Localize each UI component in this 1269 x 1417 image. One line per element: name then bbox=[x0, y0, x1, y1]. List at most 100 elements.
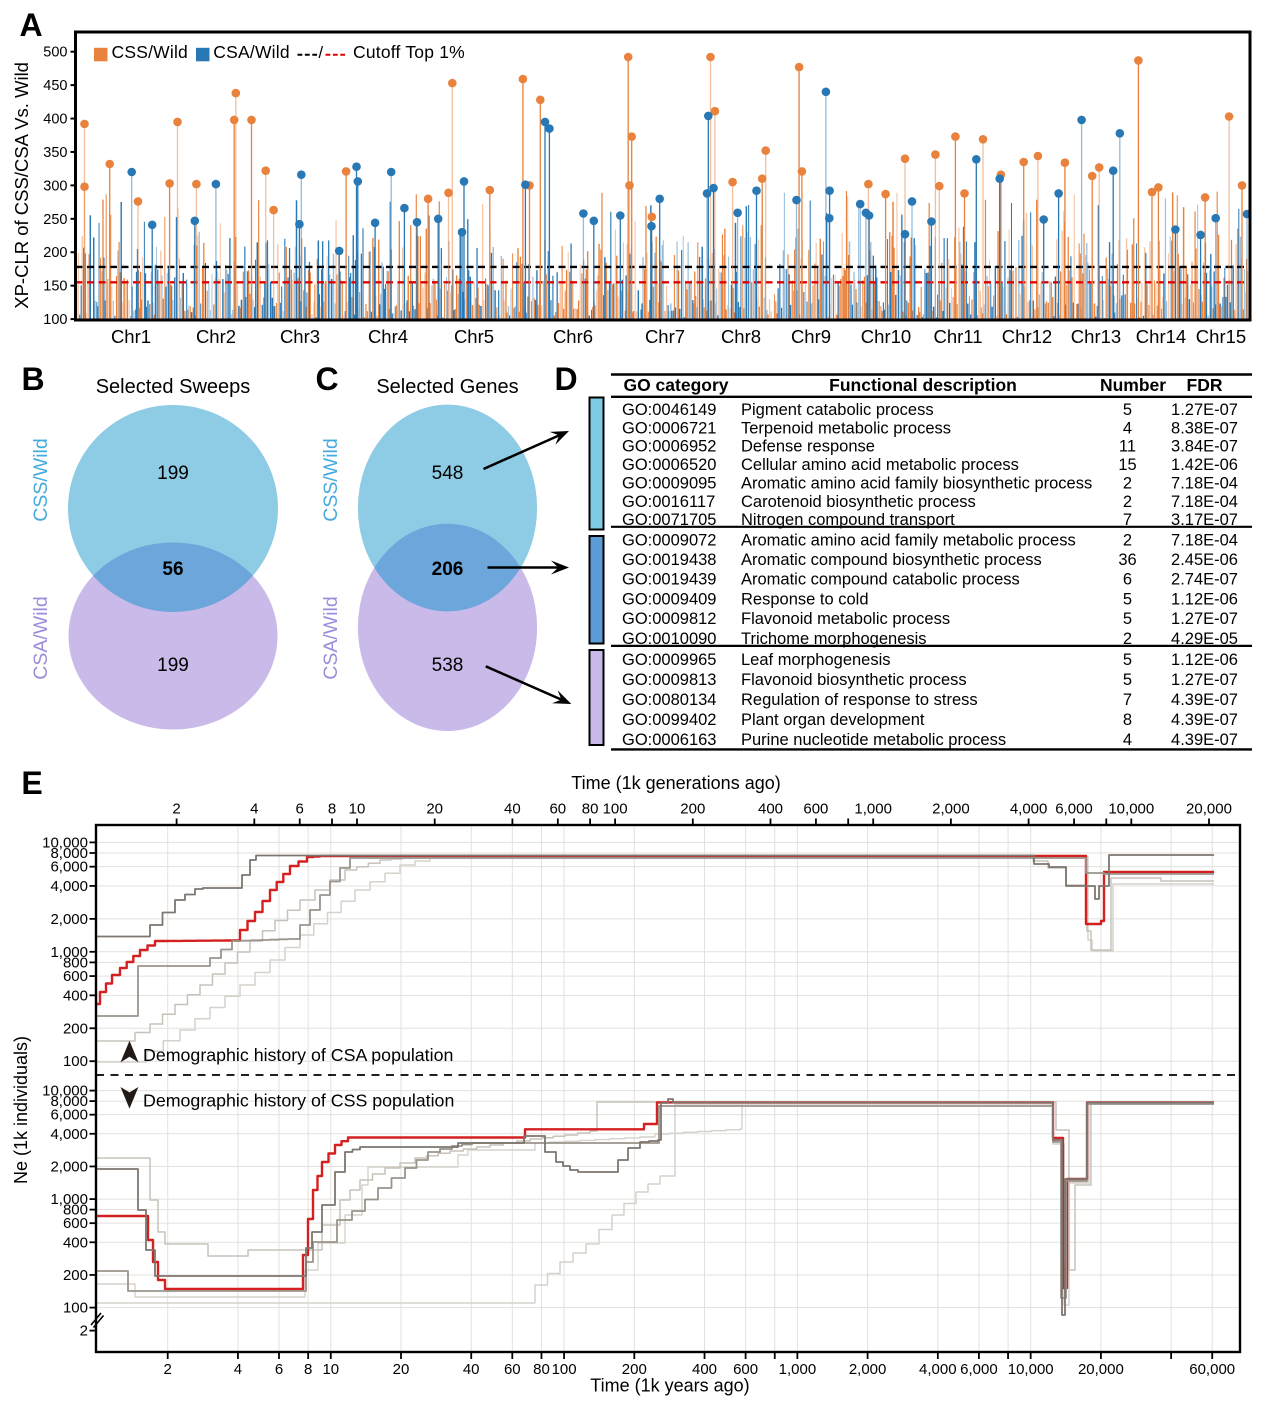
svg-text:Chr15: Chr15 bbox=[1196, 326, 1246, 347]
svg-text:Chr10: Chr10 bbox=[861, 326, 911, 347]
svg-text:Carotenoid biosynthetic proces: Carotenoid biosynthetic process bbox=[741, 493, 976, 511]
svg-text:Flavonoid metabolic process: Flavonoid metabolic process bbox=[741, 610, 950, 628]
svg-text:600: 600 bbox=[803, 800, 828, 817]
svg-text:Regulation of response to stre: Regulation of response to stress bbox=[741, 691, 978, 709]
svg-text:Chr14: Chr14 bbox=[1136, 326, 1186, 347]
svg-text:8,000: 8,000 bbox=[50, 1093, 88, 1110]
svg-text:E: E bbox=[21, 765, 42, 801]
svg-text:60: 60 bbox=[504, 1361, 521, 1378]
svg-text:10,000: 10,000 bbox=[1008, 1361, 1054, 1378]
svg-text:80: 80 bbox=[582, 800, 599, 817]
svg-text:200: 200 bbox=[680, 800, 705, 817]
svg-text:Ne (1k individuals): Ne (1k individuals) bbox=[11, 1036, 31, 1184]
svg-text:4.39E-07: 4.39E-07 bbox=[1171, 691, 1238, 709]
svg-text:GO:0080134: GO:0080134 bbox=[622, 691, 717, 709]
svg-text:60: 60 bbox=[549, 800, 566, 817]
svg-text:2,000: 2,000 bbox=[50, 1158, 88, 1175]
svg-text:5: 5 bbox=[1123, 401, 1132, 419]
svg-text:GO:0019438: GO:0019438 bbox=[622, 551, 717, 569]
svg-text:GO:0010090: GO:0010090 bbox=[622, 630, 717, 648]
svg-text:2: 2 bbox=[164, 1361, 172, 1378]
svg-text:20,000: 20,000 bbox=[1078, 1361, 1124, 1378]
svg-text:Chr1: Chr1 bbox=[111, 326, 151, 347]
svg-text:4,000: 4,000 bbox=[919, 1361, 957, 1378]
svg-text:4.39E-07: 4.39E-07 bbox=[1171, 731, 1238, 749]
svg-text:Time (1k generations ago): Time (1k generations ago) bbox=[571, 773, 780, 793]
svg-text:1,000: 1,000 bbox=[50, 944, 88, 961]
svg-text:8: 8 bbox=[1123, 711, 1132, 729]
svg-text:2.45E-06: 2.45E-06 bbox=[1171, 551, 1238, 569]
svg-text:500: 500 bbox=[43, 45, 67, 61]
svg-text:GO:0046149: GO:0046149 bbox=[622, 401, 717, 419]
svg-text:80: 80 bbox=[533, 1361, 550, 1378]
svg-text:Aromatic compound biosynthetic: Aromatic compound biosynthetic process bbox=[741, 551, 1042, 569]
svg-text:3.17E-07: 3.17E-07 bbox=[1171, 511, 1238, 529]
svg-text:200: 200 bbox=[63, 1267, 88, 1284]
svg-text:800: 800 bbox=[63, 1202, 88, 1219]
svg-text:400: 400 bbox=[692, 1361, 717, 1378]
svg-text:Number: Number bbox=[1100, 375, 1166, 395]
svg-text:Demographic history of CSS pop: Demographic history of CSS population bbox=[143, 1091, 454, 1111]
svg-text:Pigment catabolic process: Pigment catabolic process bbox=[741, 401, 934, 419]
svg-text:6: 6 bbox=[275, 1361, 283, 1378]
svg-text:Time (1k years ago): Time (1k years ago) bbox=[590, 1376, 749, 1396]
svg-text:Chr7: Chr7 bbox=[645, 326, 685, 347]
svg-text:8.38E-07: 8.38E-07 bbox=[1171, 419, 1238, 437]
svg-text:GO:0006163: GO:0006163 bbox=[622, 731, 717, 749]
svg-text:1.42E-06: 1.42E-06 bbox=[1171, 456, 1238, 474]
svg-text:Aromatic amino acid family bio: Aromatic amino acid family biosynthetic … bbox=[741, 474, 1092, 492]
svg-text:2,000: 2,000 bbox=[932, 800, 970, 817]
svg-text:GO:0009409: GO:0009409 bbox=[622, 590, 717, 608]
svg-text:4.39E-07: 4.39E-07 bbox=[1171, 711, 1238, 729]
svg-text:1.27E-07: 1.27E-07 bbox=[1171, 610, 1238, 628]
svg-text:5: 5 bbox=[1123, 671, 1132, 689]
svg-text:GO:0006721: GO:0006721 bbox=[622, 419, 717, 437]
svg-text:XP-CLR of CSS/CSA Vs. Wild: XP-CLR of CSS/CSA Vs. Wild bbox=[11, 62, 32, 309]
svg-text:4.29E-05: 4.29E-05 bbox=[1171, 630, 1238, 648]
svg-text:Chr12: Chr12 bbox=[1002, 326, 1052, 347]
svg-text:Chr6: Chr6 bbox=[553, 326, 593, 347]
svg-text:548: 548 bbox=[432, 463, 464, 484]
svg-text:600: 600 bbox=[63, 968, 88, 985]
svg-text:D: D bbox=[554, 361, 577, 397]
svg-text:20: 20 bbox=[393, 1361, 410, 1378]
svg-text:100: 100 bbox=[43, 312, 67, 328]
svg-text:1.27E-07: 1.27E-07 bbox=[1171, 671, 1238, 689]
svg-text:Cutoff Top 1%: Cutoff Top 1% bbox=[353, 42, 465, 62]
svg-text:C: C bbox=[315, 361, 338, 397]
svg-text:Chr8: Chr8 bbox=[721, 326, 761, 347]
svg-text:1,000: 1,000 bbox=[50, 1191, 88, 1208]
svg-text:GO:0009813: GO:0009813 bbox=[622, 671, 717, 689]
svg-text:6,000: 6,000 bbox=[50, 859, 88, 876]
svg-text:5: 5 bbox=[1123, 610, 1132, 628]
svg-text:15: 15 bbox=[1118, 456, 1136, 474]
svg-text:36: 36 bbox=[1118, 551, 1136, 569]
svg-text:Demographic history of CSA pop: Demographic history of CSA population bbox=[143, 1045, 453, 1065]
svg-text:Purine nucleotide metabolic pr: Purine nucleotide metabolic process bbox=[741, 731, 1006, 749]
svg-text:Chr2: Chr2 bbox=[196, 326, 236, 347]
svg-text:800: 800 bbox=[63, 954, 88, 971]
svg-text:2: 2 bbox=[1123, 474, 1132, 492]
svg-text:40: 40 bbox=[463, 1361, 480, 1378]
svg-text:538: 538 bbox=[432, 655, 464, 676]
svg-text:7: 7 bbox=[1123, 511, 1132, 529]
svg-text:400: 400 bbox=[63, 1234, 88, 1251]
svg-text:1.27E-07: 1.27E-07 bbox=[1171, 401, 1238, 419]
svg-text:5: 5 bbox=[1123, 651, 1132, 669]
svg-text:Terpenoid metabolic process: Terpenoid metabolic process bbox=[741, 419, 951, 437]
svg-text:10: 10 bbox=[322, 1361, 339, 1378]
svg-text:8: 8 bbox=[328, 800, 336, 817]
svg-text:Flavonoid biosynthetic process: Flavonoid biosynthetic process bbox=[741, 671, 967, 689]
svg-text:200: 200 bbox=[622, 1361, 647, 1378]
svg-text:4: 4 bbox=[1123, 731, 1132, 749]
svg-text:1,000: 1,000 bbox=[854, 800, 892, 817]
svg-text:Trichome morphogenesis: Trichome morphogenesis bbox=[741, 630, 927, 648]
svg-text:Selected Sweeps: Selected Sweeps bbox=[96, 376, 251, 398]
svg-text:100: 100 bbox=[63, 1300, 88, 1317]
svg-text:7: 7 bbox=[1123, 691, 1132, 709]
svg-text:Chr11: Chr11 bbox=[933, 326, 982, 347]
svg-text:2: 2 bbox=[1123, 493, 1132, 511]
svg-text:10: 10 bbox=[349, 800, 366, 817]
svg-text:GO:0016117: GO:0016117 bbox=[622, 493, 715, 511]
svg-text:400: 400 bbox=[43, 112, 67, 128]
